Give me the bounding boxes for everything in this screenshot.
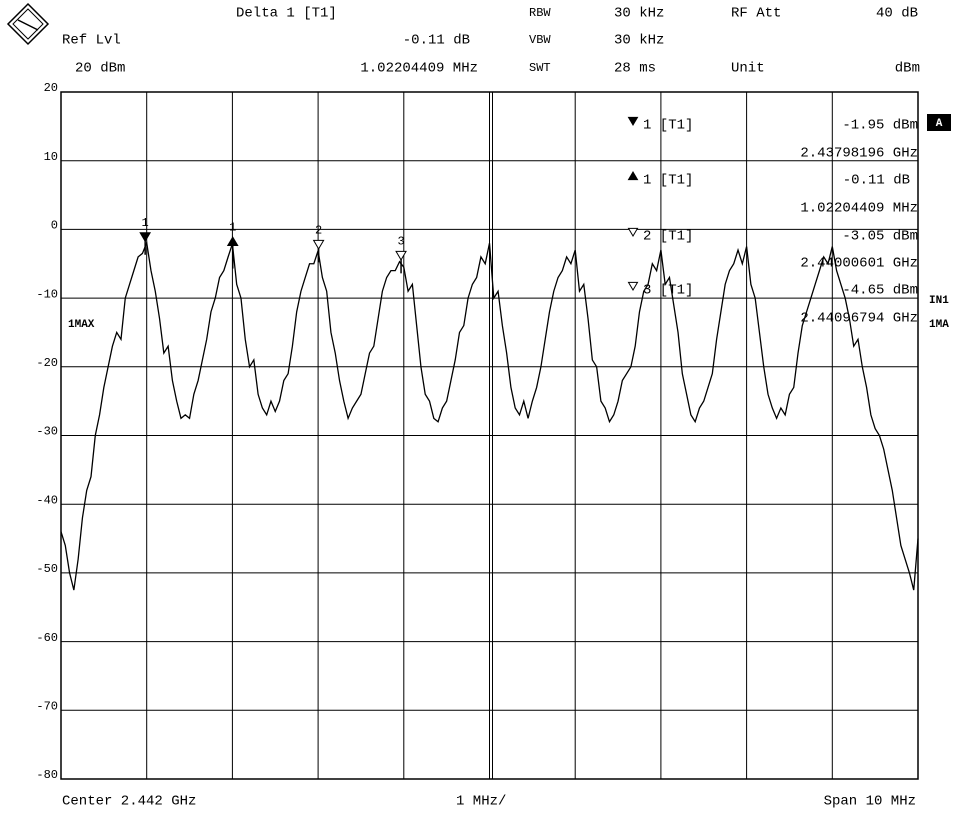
rbw-label: RBW (529, 6, 551, 20)
ref-lvl-label: Ref Lvl (62, 33, 121, 49)
marker-freq: 2.44000601 GHz (800, 256, 918, 272)
y-tick-label: -20 (36, 356, 58, 370)
marker-name: 3 [T1] (643, 283, 693, 299)
delta-title: Delta 1 [T1] (236, 6, 337, 22)
marker-freq: 2.43798196 GHz (800, 146, 918, 162)
screen-label: A (936, 118, 943, 130)
logo (6, 2, 50, 46)
ref-lvl-value: 20 dBm (75, 61, 125, 77)
readout-symbol (627, 170, 639, 181)
delta-level: -0.11 dB (403, 33, 470, 49)
y-tick-label: 0 (51, 219, 58, 233)
marker-label: 3 (397, 235, 404, 249)
readout-symbol (627, 116, 639, 127)
trace (60, 240, 919, 591)
y-tick-label: -50 (36, 562, 58, 576)
marker-label: 1 (229, 221, 236, 235)
swt-value: 28 ms (614, 61, 656, 77)
y-tick-label: 10 (44, 150, 58, 164)
marker-name: 1 [T1] (643, 173, 693, 189)
marker (139, 232, 152, 243)
swt-label: SWT (529, 61, 551, 75)
marker (312, 239, 325, 250)
y-tick-label: -40 (36, 493, 58, 507)
readout-symbol (627, 281, 639, 292)
marker (226, 236, 239, 247)
vbw-label: VBW (529, 33, 551, 47)
readout-symbol (627, 227, 639, 238)
unit-label: Unit (731, 61, 765, 77)
marker-label: 2 (315, 224, 322, 238)
marker-freq: 1.02204409 MHz (800, 201, 918, 217)
marker-name: 1 [T1] (643, 118, 693, 134)
input-label: IN1 (929, 295, 949, 307)
rbw-value: 30 kHz (614, 6, 664, 22)
y-tick-label: -60 (36, 631, 58, 645)
rf-att-value: 40 dB (876, 6, 918, 22)
rf-att-label: RF Att (731, 6, 781, 22)
marker-label: 1 (142, 216, 149, 230)
trace-mode-label: 1MA (929, 319, 949, 331)
trace-label: 1MAX (68, 319, 95, 331)
marker-freq: 2.44096794 GHz (800, 311, 918, 327)
y-tick-label: 20 (44, 81, 58, 95)
y-tick-label: -70 (36, 699, 58, 713)
screen-badge (927, 114, 951, 131)
y-tick-label: -30 (36, 425, 58, 439)
marker-level: -4.65 dBm (842, 283, 918, 299)
y-tick-label: -10 (36, 287, 58, 301)
division-label: 1 MHz/ (456, 794, 506, 810)
plot-frame (60, 91, 919, 780)
unit-value: dBm (895, 61, 920, 77)
marker-level: -3.05 dBm (842, 229, 918, 245)
vbw-value: 30 kHz (614, 33, 664, 49)
marker-name: 2 [T1] (643, 229, 693, 245)
marker-level: -0.11 dB (843, 173, 910, 189)
marker-level: -1.95 dBm (842, 118, 918, 134)
marker (395, 250, 407, 261)
span-label: Span 10 MHz (824, 794, 916, 810)
y-tick-label: -80 (36, 768, 58, 782)
delta-freq: 1.02204409 MHz (360, 61, 478, 77)
center-label: Center 2.442 GHz (62, 794, 196, 810)
